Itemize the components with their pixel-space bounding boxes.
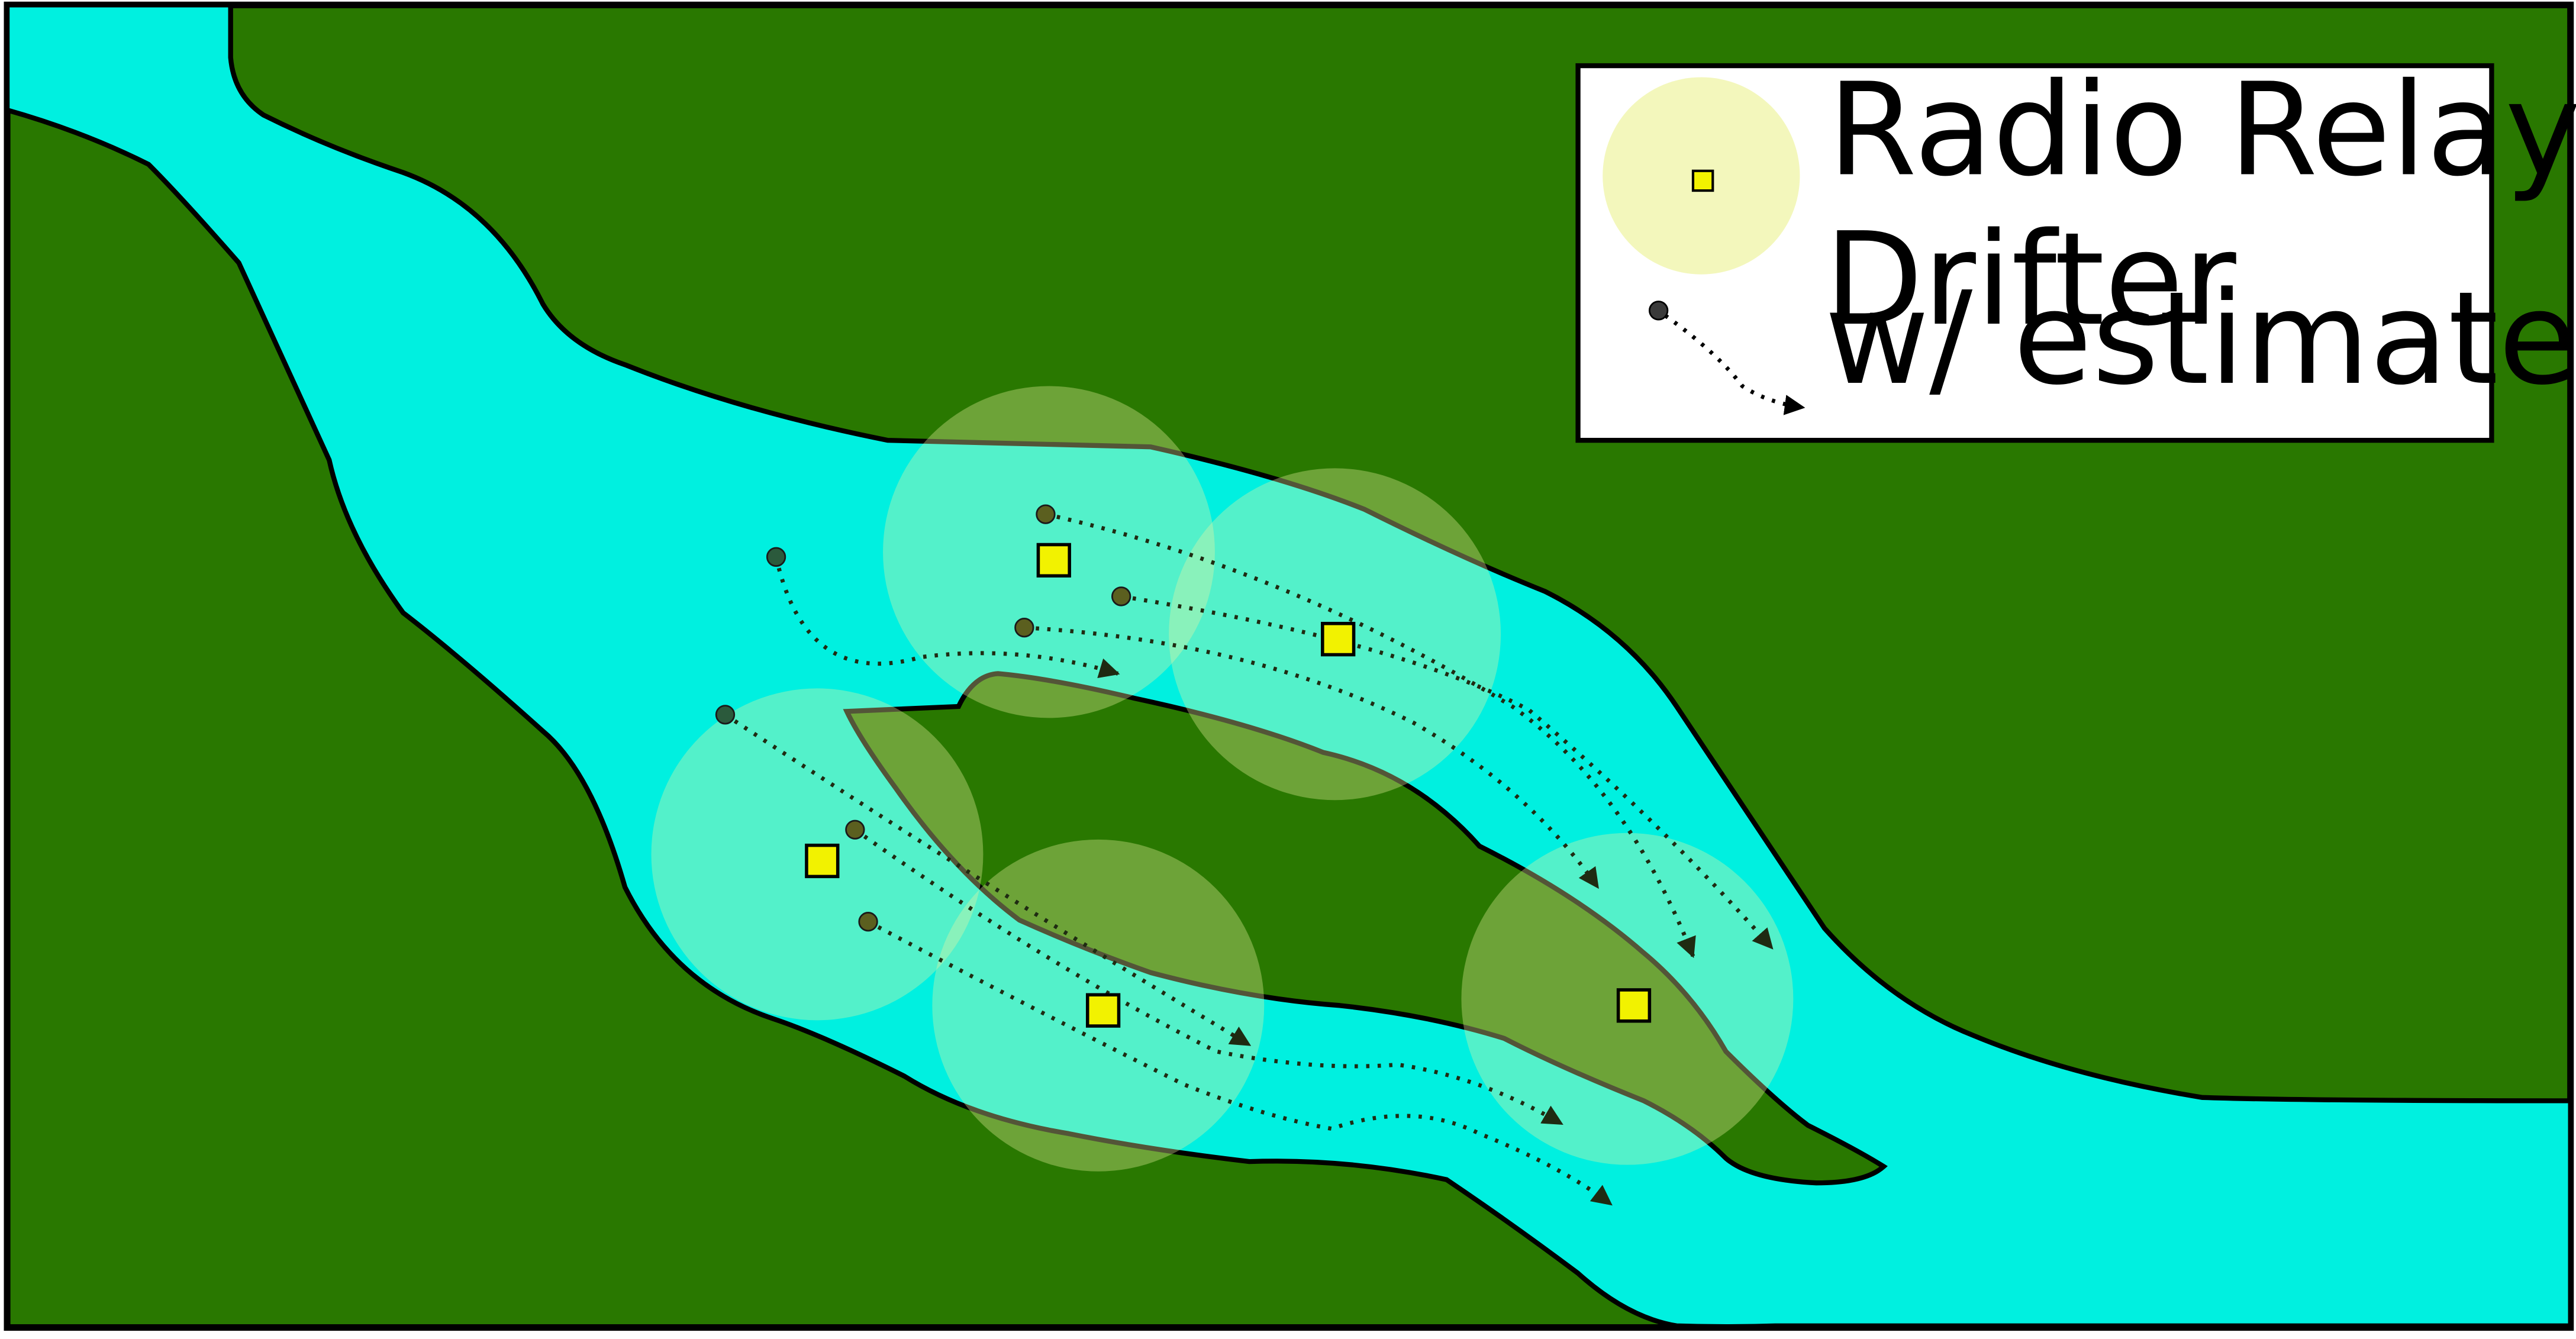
island	[843, 671, 1888, 1186]
legend-relay-label: Radio Relay	[1828, 56, 2576, 205]
legend-drifter-label-line2: w/ estimated Trajectory	[1824, 264, 2576, 414]
drifter-4	[1014, 618, 1034, 638]
radio-relay-3	[805, 843, 840, 879]
river-water	[4, 2, 2573, 1330]
trajectory-1	[774, 556, 1120, 679]
trajectory-6	[853, 828, 1563, 1126]
radio-relay-1	[1036, 543, 1071, 578]
trajectory-5	[724, 712, 1252, 1047]
legend-drifter-label-line1: Drifter	[1824, 205, 2237, 354]
legend-drifter-marker	[1648, 301, 1669, 321]
radio-relay-5	[1616, 988, 1652, 1023]
trajectories	[724, 512, 1774, 1206]
relays	[805, 543, 1652, 1028]
drifter-2	[1036, 504, 1056, 524]
legend-relay-marker	[1691, 169, 1714, 192]
trajectory-4	[1024, 625, 1600, 889]
drifter-1	[766, 547, 786, 567]
drifter-7	[858, 912, 878, 932]
legend: Radio Relay Drifter w/ estimated Traject…	[1575, 56, 2576, 443]
radio-relay-2	[1321, 621, 1356, 657]
drifter-6	[845, 819, 865, 840]
drifter-5	[715, 705, 736, 725]
drifter-3	[1111, 586, 1131, 606]
radio-relay-4	[1085, 993, 1121, 1028]
drifters	[715, 504, 1131, 932]
